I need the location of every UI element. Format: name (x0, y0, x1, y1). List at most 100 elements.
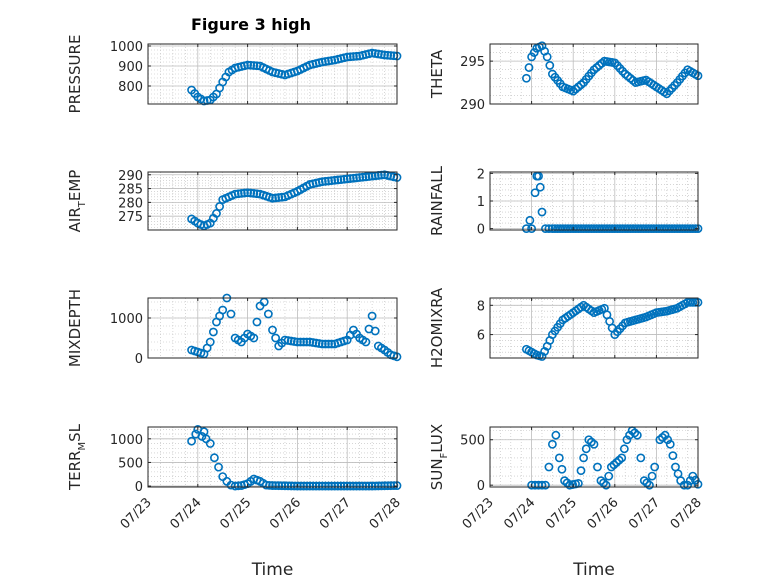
data-point (597, 304, 607, 314)
data-point (691, 69, 700, 79)
y-tick-label: 0 (135, 352, 143, 367)
data-point (208, 213, 218, 223)
data-point (525, 215, 535, 225)
data-point (535, 351, 544, 361)
x-tick-label: 07/26 (267, 495, 304, 532)
data-point (277, 69, 287, 79)
data-point (327, 481, 337, 491)
data-point (333, 481, 343, 491)
data-point (345, 52, 355, 62)
data-point (345, 330, 355, 340)
data-point (557, 464, 567, 474)
y-tick-label: 900 (118, 60, 143, 75)
data-point (535, 182, 545, 192)
data-point (208, 327, 218, 337)
data-point (230, 481, 240, 491)
data-point (286, 481, 296, 491)
y-axis-label: RAINFALL (428, 165, 446, 236)
data-point (342, 481, 352, 491)
data-point (367, 311, 377, 321)
data-point (361, 481, 371, 491)
data-point (302, 337, 312, 347)
y-axis-label: SUNFLUX (428, 424, 450, 490)
y-tick-label: 1 (477, 195, 485, 210)
data-point (302, 481, 312, 491)
data-point (665, 439, 675, 449)
data-point (576, 466, 586, 476)
data-point (639, 76, 648, 86)
data-point (233, 189, 243, 199)
data-point (352, 329, 361, 339)
data-point (529, 48, 539, 57)
data-point (355, 173, 365, 182)
data-point (370, 481, 380, 491)
data-point (644, 224, 653, 234)
data-point (522, 73, 531, 83)
data-point (579, 453, 588, 463)
data-point (358, 335, 368, 345)
data-point (196, 220, 206, 229)
data-point (524, 63, 534, 72)
data-point (587, 437, 596, 447)
data-point (311, 481, 321, 491)
data-point (336, 175, 346, 184)
data-point (330, 481, 340, 491)
subplot-sun-flux: 0 500 SUNFLUX 07/23 07/24 07/25 07/26 07/27 07/2… (428, 424, 705, 580)
data-point (647, 471, 657, 481)
data-point (668, 451, 678, 461)
data-point (554, 453, 564, 463)
data-point (264, 480, 274, 490)
data-point (209, 453, 219, 463)
data-point (264, 192, 274, 202)
data-point (544, 224, 554, 234)
data-point (327, 339, 337, 349)
data-point (364, 481, 374, 491)
y-tick-label: 0 (477, 479, 485, 494)
data-point (377, 343, 386, 353)
data-point (367, 481, 377, 491)
y-tick-label: 500 (460, 434, 485, 449)
x-tick-label: 07/27 (317, 495, 354, 532)
x-axis-label: Time (572, 560, 615, 580)
data-point (202, 220, 212, 229)
data-point (336, 481, 346, 491)
data-point (246, 188, 256, 198)
data-point (683, 480, 692, 490)
data-point (545, 336, 555, 345)
x-tick-label: 07/28 (668, 495, 705, 532)
data-point (345, 174, 355, 183)
data-point (630, 428, 640, 438)
data-point (685, 297, 695, 307)
data-point (361, 172, 371, 182)
y-axis-label: H2OMIXRA (428, 287, 446, 368)
data-point (339, 53, 349, 63)
data-point (208, 92, 218, 102)
data-point (252, 317, 262, 327)
data-point (240, 61, 249, 71)
data-point (659, 87, 669, 97)
x-tick-label: 07/26 (585, 495, 622, 532)
data-point (268, 481, 277, 490)
data-point (663, 435, 673, 445)
data-point (373, 481, 383, 491)
data-point (623, 224, 633, 234)
subplot-terr-msl: 0 500 1000 TERRMSL 07/23 07/24 07/25 07/26 07/27… (66, 423, 404, 580)
data-point (358, 172, 368, 182)
axes-box (147, 297, 398, 359)
data-point (342, 174, 352, 184)
data-point (691, 297, 700, 307)
data-point (187, 436, 196, 446)
data-point (271, 481, 281, 491)
x-tick-label: 07/23 (118, 495, 155, 532)
y-axis-label: AIRTEMP (66, 170, 88, 233)
data-point (233, 481, 243, 491)
data-point (240, 188, 249, 198)
data-point (274, 481, 284, 491)
data-point (349, 52, 358, 61)
y-axis-label: THETA (428, 49, 446, 99)
data-point (190, 89, 200, 98)
y-axis-label: TERRMSL (66, 423, 88, 491)
data-point (522, 224, 531, 234)
data-point (324, 481, 333, 491)
data-point (548, 439, 557, 449)
